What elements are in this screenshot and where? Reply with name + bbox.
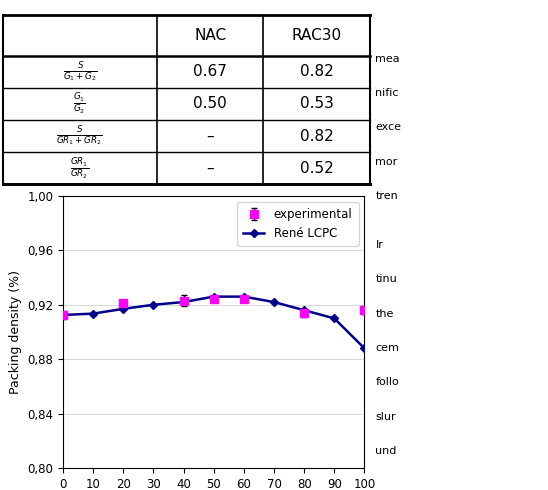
Text: the: the (375, 309, 394, 318)
René LCPC (60, 312, 66, 318)
Text: Ir: Ir (375, 240, 383, 250)
Text: exce: exce (375, 122, 401, 132)
Text: 0.52: 0.52 (300, 161, 334, 176)
Text: $\frac{S}{G_1+G_2}$: $\frac{S}{G_1+G_2}$ (62, 60, 97, 83)
Text: und: und (375, 446, 397, 456)
Text: follo: follo (375, 377, 399, 387)
Line: René LCPC: René LCPC (60, 294, 367, 351)
Text: nific: nific (375, 88, 399, 98)
Text: $\frac{S}{GR_1+GR_2}$: $\frac{S}{GR_1+GR_2}$ (56, 124, 103, 148)
Text: –: – (207, 161, 214, 176)
Text: 0.50: 0.50 (193, 97, 227, 111)
Legend: experimental, René LCPC: experimental, René LCPC (237, 202, 358, 245)
Text: 0.53: 0.53 (300, 97, 334, 111)
Text: cem: cem (375, 343, 399, 353)
Text: tren: tren (375, 191, 398, 201)
Text: $\frac{GR_1}{GR_2}$: $\frac{GR_1}{GR_2}$ (70, 156, 89, 181)
Text: mor: mor (375, 157, 398, 167)
Text: tinu: tinu (375, 274, 397, 284)
René LCPC (90, 311, 96, 317)
Text: –: – (207, 129, 214, 144)
René LCPC (241, 294, 247, 299)
René LCPC (150, 302, 157, 308)
René LCPC (180, 299, 187, 305)
René LCPC (331, 316, 338, 321)
Y-axis label: Packing density (%): Packing density (%) (9, 270, 21, 394)
Text: slur: slur (375, 412, 396, 421)
René LCPC (210, 294, 217, 299)
Text: mea: mea (375, 54, 400, 64)
René LCPC (361, 345, 368, 351)
Text: NAC: NAC (194, 28, 226, 43)
Text: RAC30: RAC30 (292, 28, 342, 43)
Text: 0.67: 0.67 (193, 64, 227, 79)
René LCPC (301, 307, 307, 313)
René LCPC (271, 299, 277, 305)
Text: 0.82: 0.82 (300, 64, 334, 79)
Text: 0.82: 0.82 (300, 129, 334, 144)
Text: $\frac{G_1}{G_2}$: $\frac{G_1}{G_2}$ (73, 92, 86, 117)
René LCPC (120, 306, 127, 312)
